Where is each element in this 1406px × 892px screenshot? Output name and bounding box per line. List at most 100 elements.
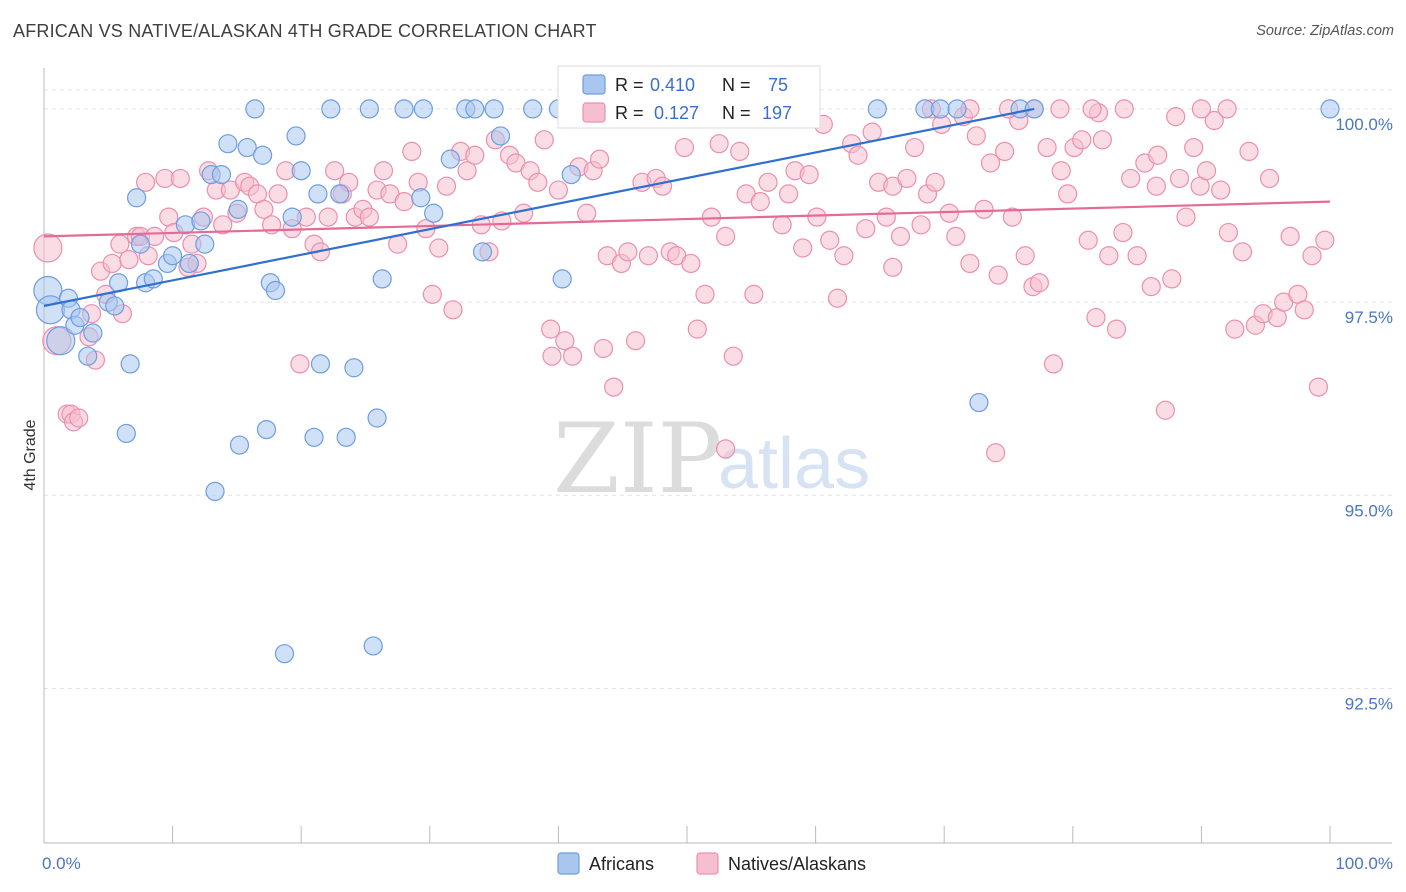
source-note: Source: ZipAtlas.com xyxy=(1256,23,1394,39)
natives-point-14 xyxy=(119,249,139,270)
natives-point-183 xyxy=(1280,226,1300,247)
natives-point-140 xyxy=(980,153,1001,173)
natives-point-185 xyxy=(1294,300,1314,320)
y-tick-labels: 92.5% 95.0% 97.5% 100.0% xyxy=(1335,115,1393,714)
natives-point-51 xyxy=(359,207,379,227)
natives-point-56 xyxy=(394,192,414,212)
africans-point-58 xyxy=(472,242,493,262)
africans-point-31 xyxy=(245,99,265,119)
natives-point-65 xyxy=(457,161,477,181)
natives-point-165 xyxy=(1155,400,1175,420)
natives-point-192 xyxy=(593,338,614,359)
natives-point-75 xyxy=(528,172,548,192)
natives-point-89 xyxy=(625,331,646,351)
natives-point-97 xyxy=(681,253,701,274)
africans-point-45 xyxy=(336,427,356,447)
natives-point-57 xyxy=(402,141,422,162)
natives-point-100 xyxy=(701,207,722,227)
africans-point-10 xyxy=(105,296,125,316)
natives-point-108 xyxy=(758,172,778,192)
natives-point-148 xyxy=(1037,137,1057,158)
africans-point-21 xyxy=(179,253,199,274)
stats-r-label-2: R = xyxy=(615,103,644,123)
natives-point-159 xyxy=(1113,222,1133,243)
natives-point-103 xyxy=(723,346,743,366)
natives-point-122 xyxy=(856,219,876,239)
legend-swatch-natives xyxy=(696,852,719,875)
africans-point-52 xyxy=(411,188,431,208)
africans-point-50 xyxy=(372,269,392,289)
africans-point-59 xyxy=(484,99,504,119)
natives-point-46 xyxy=(325,161,345,181)
africans-point-19 xyxy=(163,246,183,266)
natives-point-151 xyxy=(1058,184,1078,204)
africans-point-40 xyxy=(304,427,324,447)
africans-point-51 xyxy=(394,99,414,119)
stats-r-value-1: 0.410 xyxy=(650,75,695,95)
natives-point-107 xyxy=(750,192,770,212)
natives-point-30 xyxy=(213,215,233,235)
natives-point-5 xyxy=(69,408,89,428)
natives-point-115 xyxy=(807,207,827,227)
natives-point-76 xyxy=(534,130,554,150)
africans-point-30 xyxy=(237,137,257,158)
natives-point-86 xyxy=(604,377,624,397)
natives-point-99 xyxy=(695,284,715,304)
trend-lines xyxy=(43,107,1331,308)
natives-point-161 xyxy=(1127,246,1147,266)
natives-point-176 xyxy=(1232,242,1253,262)
natives-point-80 xyxy=(562,346,583,366)
natives-point-172 xyxy=(1204,110,1224,131)
africans-point-22 xyxy=(191,211,211,231)
series-natives-points xyxy=(33,99,1335,463)
natives-point-156 xyxy=(1092,130,1112,150)
stats-swatch-natives xyxy=(582,102,606,123)
natives-point-118 xyxy=(827,288,848,308)
africans-point-71 xyxy=(969,392,989,413)
africans-point-23 xyxy=(195,234,215,254)
stats-r-value-2: 0.127 xyxy=(654,103,699,123)
natives-point-62 xyxy=(436,176,457,196)
natives-point-41 xyxy=(290,354,310,374)
natives-point-169 xyxy=(1184,137,1204,158)
africans-point-43 xyxy=(321,99,341,119)
stats-n-label-2: N = xyxy=(722,103,751,123)
natives-point-88 xyxy=(618,242,638,262)
natives-point-204 xyxy=(1050,99,1070,119)
natives-point-197 xyxy=(1166,107,1186,127)
natives-point-61 xyxy=(429,238,449,258)
y-tick-label-0: 92.5% xyxy=(1345,694,1393,713)
africans-point-67 xyxy=(867,99,887,119)
stats-r-label-1: R = xyxy=(615,75,644,95)
natives-point-36 xyxy=(254,199,274,219)
natives-point-173 xyxy=(1211,180,1231,200)
y-tick-label-2: 97.5% xyxy=(1345,308,1393,327)
natives-point-110 xyxy=(772,215,792,235)
natives-point-191 xyxy=(542,346,562,366)
natives-point-132 xyxy=(925,172,945,192)
natives-point-78 xyxy=(548,180,569,200)
natives-point-106 xyxy=(744,284,764,304)
natives-point-166 xyxy=(1162,269,1182,289)
natives-point-155 xyxy=(1086,307,1106,328)
y-tick-label-1: 95.0% xyxy=(1345,501,1393,520)
africans-point-39 xyxy=(291,161,311,181)
africans-point-60 xyxy=(490,126,511,146)
natives-point-93 xyxy=(652,176,673,196)
natives-point-171 xyxy=(1196,161,1217,181)
natives-point-130 xyxy=(911,215,931,235)
legend-label-natives: Natives/Alaskans xyxy=(728,854,866,874)
africans-point-55 xyxy=(440,149,460,169)
natives-point-150 xyxy=(1051,161,1071,181)
africans-point-28 xyxy=(228,199,248,219)
africans-point-57 xyxy=(465,99,485,119)
natives-point-188 xyxy=(1315,230,1335,250)
natives-point-121 xyxy=(848,145,868,165)
natives-point-134 xyxy=(939,203,959,223)
natives-point-79 xyxy=(555,331,575,351)
natives-point-198 xyxy=(1191,99,1212,119)
africans-point-12 xyxy=(116,423,136,444)
natives-point-163 xyxy=(1141,277,1161,297)
natives-point-82 xyxy=(577,203,597,223)
natives-point-196 xyxy=(1146,176,1166,196)
